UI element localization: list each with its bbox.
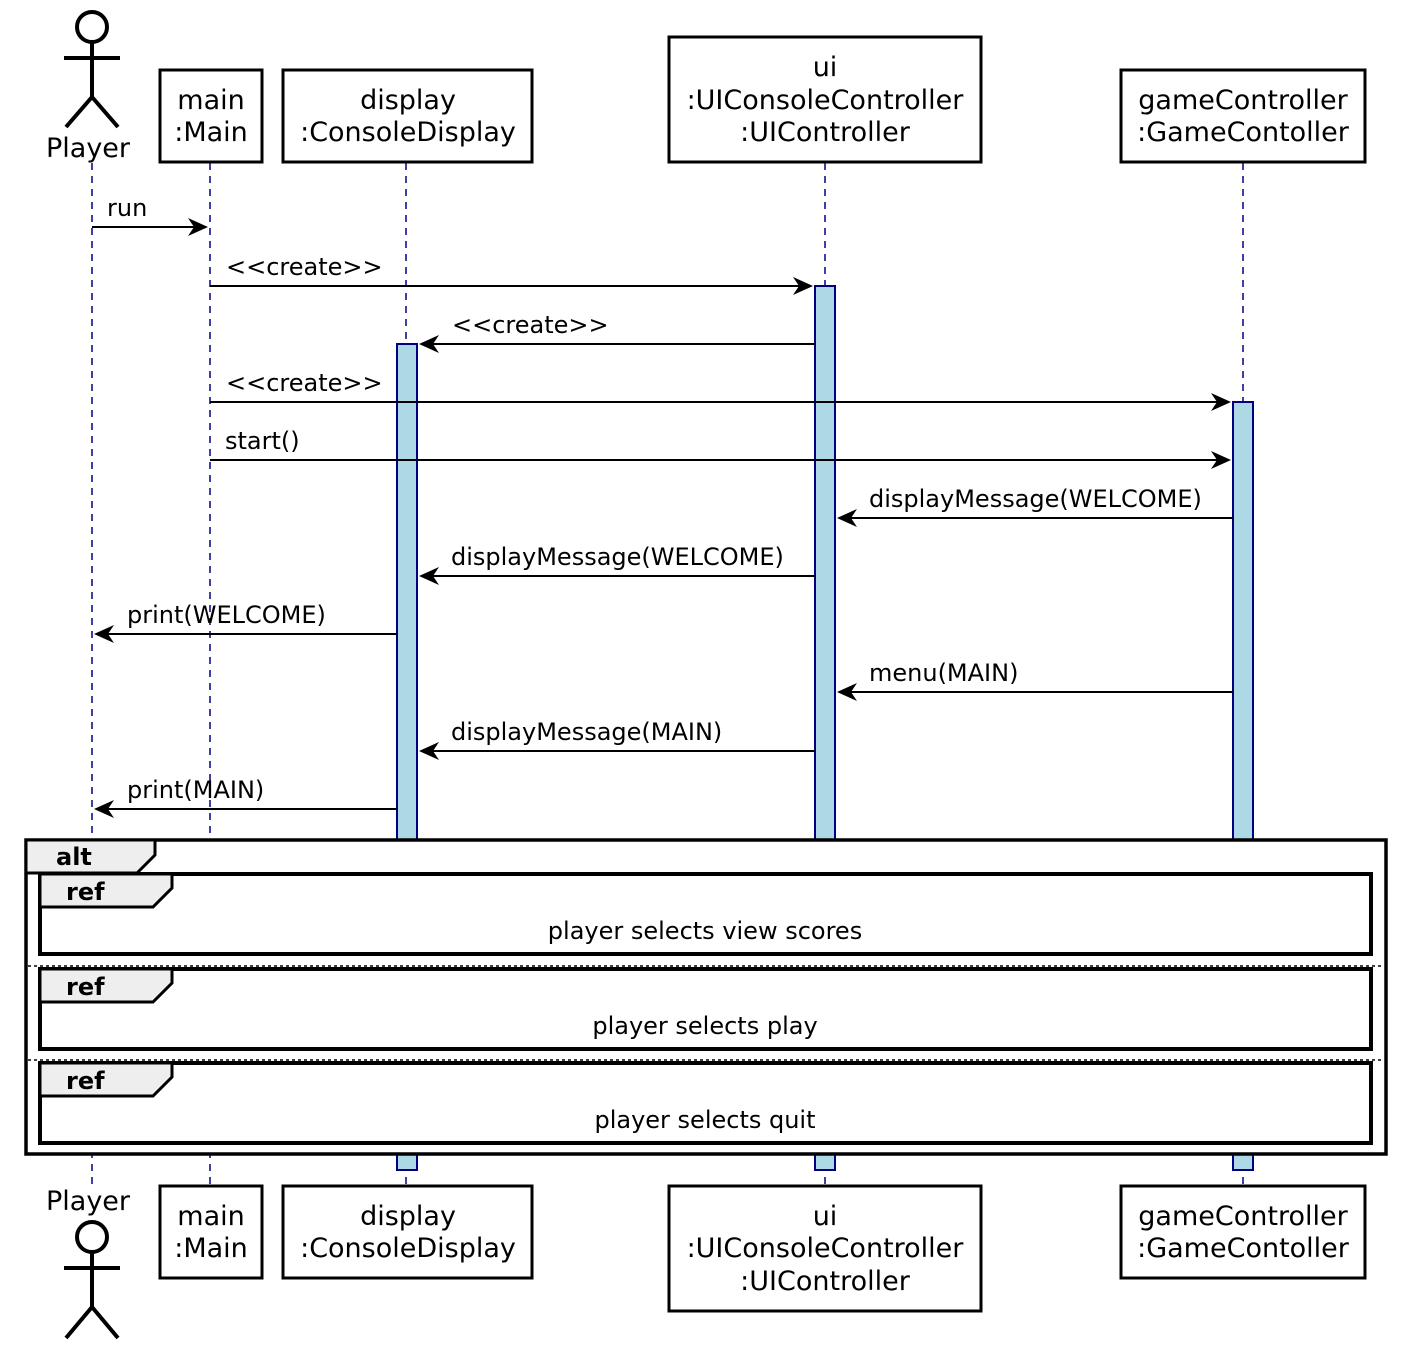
- message-menu-main: menu(MAIN): [837, 659, 1233, 701]
- alt-operator: alt: [56, 843, 92, 871]
- ref-tag: ref: [66, 973, 105, 1001]
- participant-display-line-2: :ConsoleDisplay: [300, 1233, 516, 1264]
- participant-heads-top: Player main :Main display :ConsoleDispla…: [46, 10, 1367, 164]
- participant-ui-line-3: :UIController: [740, 117, 911, 148]
- participant-game-line-1: gameController: [1138, 85, 1348, 116]
- participant-display-line-1: display: [360, 85, 456, 116]
- message-label: menu(MAIN): [869, 659, 1018, 687]
- participant-main-line-1: main: [177, 1201, 244, 1232]
- messages: run <<create>> <<create>> <<create>> sta…: [92, 194, 1233, 818]
- participant-game-line-1: gameController: [1138, 1201, 1348, 1232]
- participant-game-line-2: :GameContoller: [1137, 1233, 1350, 1264]
- message-label: <<create>>: [226, 253, 383, 281]
- ref-tag: ref: [66, 1067, 105, 1095]
- message-label: displayMessage(WELCOME): [869, 485, 1202, 513]
- participant-main-line-2: :Main: [174, 1233, 248, 1264]
- participant-ui-line-3: :UIController: [740, 1266, 911, 1297]
- actor-figure-icon: [64, 1220, 120, 1340]
- participant-display-line-2: :ConsoleDisplay: [300, 117, 516, 148]
- ref-label: player selects play: [592, 1012, 817, 1040]
- ref-view-scores: ref player selects view scores: [38, 872, 1373, 956]
- alt-fragment: ref player selects view scores ref playe…: [24, 838, 1388, 1156]
- message-label: start(): [225, 427, 300, 455]
- participant-display-top: display :ConsoleDisplay: [281, 68, 534, 164]
- actor-player-label: Player: [46, 133, 131, 164]
- participant-main-line-2: :Main: [174, 117, 248, 148]
- participant-heads-bottom: Player main :Main display :ConsoleDispla…: [46, 1184, 1367, 1340]
- participant-display-bottom: display :ConsoleDisplay: [281, 1184, 534, 1280]
- ref-label: player selects quit: [594, 1106, 815, 1134]
- actor-player-bottom: Player: [46, 1186, 131, 1340]
- message-label: <<create>>: [226, 369, 383, 397]
- participant-game-top: gameController :GameContoller: [1119, 68, 1367, 164]
- message-create-display: <<create>>: [419, 311, 815, 353]
- actor-figure-icon: [64, 10, 120, 129]
- actor-player-top: Player: [46, 10, 131, 164]
- participant-ui-top: ui :UIConsoleController :UIController: [667, 35, 983, 164]
- message-label: <<create>>: [452, 311, 609, 339]
- participant-ui-bottom: ui :UIConsoleController :UIController: [667, 1184, 983, 1313]
- ref-play: ref player selects play: [38, 967, 1373, 1051]
- participant-main-line-1: main: [177, 85, 244, 116]
- ref-label: player selects view scores: [548, 917, 862, 945]
- participant-ui-line-2: :UIConsoleController: [687, 1233, 965, 1264]
- participant-game-line-2: :GameContoller: [1137, 117, 1350, 148]
- message-display-welcome-to-display: displayMessage(WELCOME): [419, 543, 815, 585]
- message-create-ui: <<create>>: [210, 253, 813, 295]
- participant-ui-line-1: ui: [813, 52, 838, 83]
- alt-frame-background: [26, 840, 1386, 1154]
- message-create-game: <<create>>: [210, 369, 1231, 411]
- actor-player-label: Player: [46, 1186, 131, 1217]
- participant-main-bottom: main :Main: [158, 1184, 264, 1280]
- alt-tab: [24, 838, 157, 875]
- message-label: displayMessage(MAIN): [451, 718, 722, 746]
- message-print-main: print(MAIN): [94, 776, 397, 818]
- participant-ui-line-1: ui: [813, 1201, 838, 1232]
- participant-main-top: main :Main: [158, 68, 264, 164]
- alt-frame: [24, 838, 1388, 1156]
- message-display-main: displayMessage(MAIN): [419, 718, 815, 760]
- message-label: print(WELCOME): [127, 601, 326, 629]
- message-label: print(MAIN): [127, 776, 264, 804]
- message-start: start(): [210, 427, 1231, 469]
- message-label: displayMessage(WELCOME): [451, 543, 784, 571]
- ref-tag: ref: [66, 878, 105, 906]
- participant-game-bottom: gameController :GameContoller: [1119, 1184, 1367, 1280]
- message-print-welcome: print(WELCOME): [94, 601, 397, 643]
- ref-quit: ref player selects quit: [38, 1061, 1373, 1145]
- participant-ui-line-2: :UIConsoleController: [687, 85, 965, 116]
- participant-display-line-1: display: [360, 1201, 456, 1232]
- message-run: run: [92, 194, 208, 236]
- message-label: run: [107, 194, 147, 222]
- message-display-welcome-to-ui: displayMessage(WELCOME): [837, 485, 1233, 527]
